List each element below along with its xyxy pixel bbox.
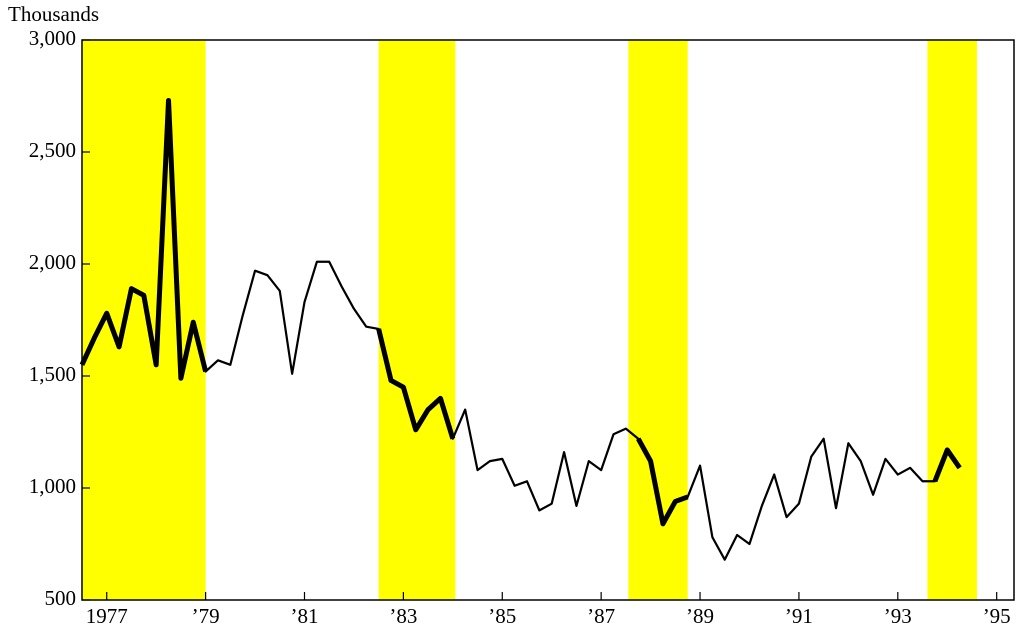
- highlight-line: [636, 437, 689, 527]
- y-tick-label: 2,500: [29, 138, 76, 162]
- x-tick-label: ’95: [983, 604, 1011, 628]
- y-tick-label: 1,500: [29, 362, 76, 386]
- highlight-band: [927, 40, 977, 600]
- x-tick-label: ’93: [884, 604, 912, 628]
- y-tick-label: 2,000: [29, 250, 76, 274]
- highlight-band: [378, 40, 456, 600]
- y-tick-label: 3,000: [29, 26, 76, 50]
- data-line: [81, 99, 961, 561]
- y-axis-label: Thousands: [8, 2, 99, 26]
- x-tick-label: ’87: [587, 604, 615, 628]
- x-tick-label: ’81: [290, 604, 318, 628]
- highlight-line: [932, 447, 962, 483]
- highlight-line: [79, 97, 209, 381]
- x-tick-label: ’89: [686, 604, 714, 628]
- x-tick-label: ’85: [488, 604, 516, 628]
- x-tick-label: ’79: [192, 604, 220, 628]
- x-tick-label: ’91: [785, 604, 813, 628]
- highlight-line: [376, 328, 456, 440]
- x-tick-label: ’83: [389, 604, 417, 628]
- highlight-band: [82, 40, 206, 600]
- y-tick-label: 1,000: [29, 474, 76, 498]
- plot-frame: [81, 39, 1015, 601]
- y-tick-label: 500: [45, 586, 77, 610]
- highlight-band: [628, 40, 688, 600]
- x-tick-label: 1977: [86, 604, 128, 628]
